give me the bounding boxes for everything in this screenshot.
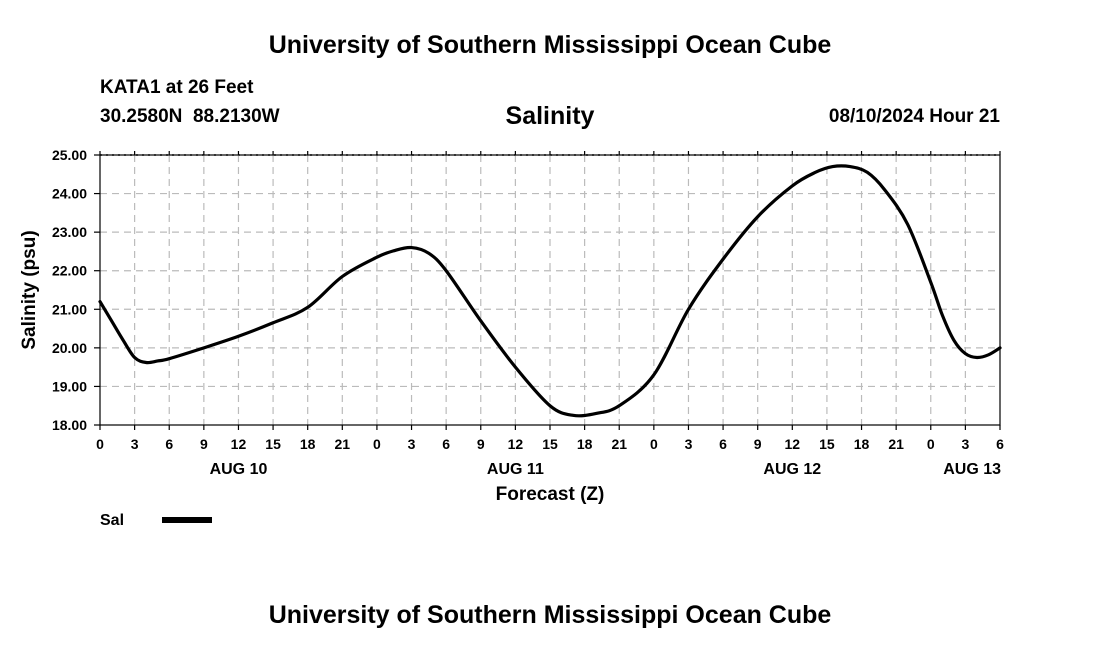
x-tick-label: 0: [650, 436, 658, 452]
x-tick-label: 3: [408, 436, 416, 452]
x-tick-label: 6: [719, 436, 727, 452]
x-tick-label: 0: [373, 436, 381, 452]
salinity-series-line: [98, 164, 1002, 418]
x-tick-label: 0: [96, 436, 104, 452]
y-tick-label: 23.00: [52, 224, 87, 240]
forecast-datetime: 08/10/2024 Hour 21: [828, 106, 1000, 127]
x-tick-label: 6: [442, 436, 450, 452]
x-tick-label: 15: [819, 436, 835, 452]
x-tick-label: 0: [927, 436, 935, 452]
x-tick-label: 12: [231, 436, 247, 452]
station-label: KATA1 at 26 Feet: [100, 77, 254, 98]
x-tick-label: 9: [200, 436, 208, 452]
legend-label: Sal: [100, 512, 124, 529]
x-tick-label: 15: [542, 436, 558, 452]
y-tick-label: 18.00: [52, 417, 87, 433]
x-tick-labels: 0 3 6 9 12 15 18 21 0 3 6 9 12 15 18 21 0 3 6 9 12 15 18 21 0 3 6: [96, 436, 1004, 452]
day-labels: AUG 10 AUG 11 AUG 12 AUG 13: [210, 461, 1002, 478]
x-tick-label: 21: [888, 436, 904, 452]
x-tick-label: 15: [265, 436, 281, 452]
y-tick-label: 19.00: [52, 378, 87, 394]
x-tick-label: 9: [754, 436, 762, 452]
y-tick-label: 25.00: [52, 147, 87, 163]
x-tick-label: 3: [685, 436, 693, 452]
x-tick-label: 6: [165, 436, 173, 452]
x-tick-label: 3: [131, 436, 139, 452]
plot-frame: [99, 154, 1001, 426]
x-tick-label: 21: [611, 436, 627, 452]
day-label: AUG 12: [763, 461, 821, 478]
x-tick-label: 18: [300, 436, 316, 452]
y-tick-labels: 18.00 19.00 20.00 21.00 22.00 23.00 24.00 25.00: [52, 147, 87, 433]
footer-title: University of Southern Mississippi Ocean…: [268, 601, 832, 629]
chart-title: Salinity: [505, 102, 595, 130]
y-tick-label: 20.00: [52, 340, 87, 356]
x-axis-label: Forecast (Z): [496, 484, 605, 505]
y-tick-label: 21.00: [52, 301, 87, 317]
x-tick-label: 21: [335, 436, 351, 452]
x-tick-label: 3: [961, 436, 969, 452]
day-label: AUG 13: [943, 461, 1001, 478]
x-tick-label: 18: [854, 436, 870, 452]
x-tick-label: 6: [996, 436, 1004, 452]
tick-marks: [94, 151, 1001, 430]
day-label: AUG 10: [210, 461, 268, 478]
x-tick-label: 9: [477, 436, 485, 452]
x-tick-label: 12: [785, 436, 801, 452]
y-axis-label: Salinity (psu): [19, 230, 40, 349]
y-tick-label: 22.00: [52, 263, 87, 279]
page-title: University of Southern Mississippi Ocean…: [268, 31, 832, 59]
day-label: AUG 11: [487, 461, 544, 478]
station-coordinates: 30.2580N 88.2130W: [100, 106, 280, 127]
x-tick-label: 18: [577, 436, 593, 452]
y-tick-label: 24.00: [52, 186, 87, 202]
grid-lines: [100, 154, 1000, 425]
x-tick-label: 12: [508, 436, 524, 452]
